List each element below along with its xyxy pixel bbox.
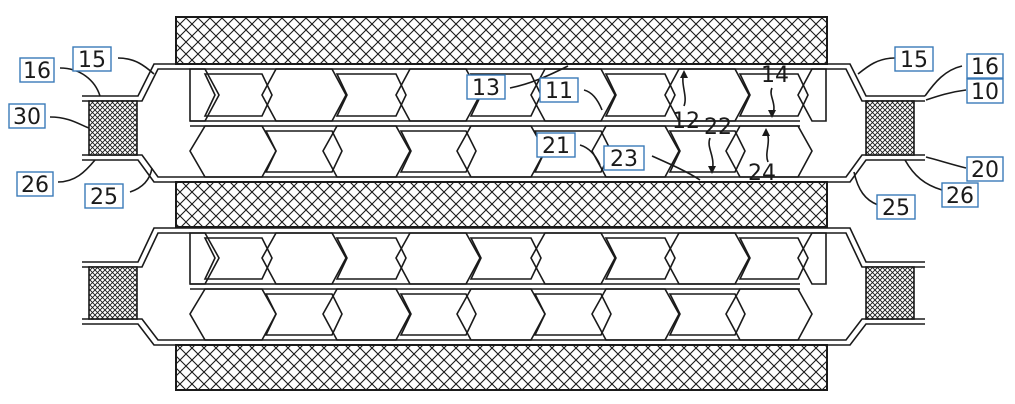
svg-text:11: 11 <box>545 79 573 104</box>
leader-25-right <box>853 171 879 206</box>
label-11: 11 <box>539 77 579 104</box>
svg-text:24: 24 <box>748 161 776 186</box>
upper-top-wall-outer <box>82 63 925 97</box>
leader-16-left <box>59 67 101 97</box>
label-10: 10 <box>966 78 1004 105</box>
label-23: 23 <box>603 145 645 172</box>
svg-text:14: 14 <box>761 63 789 88</box>
label-21: 21 <box>536 132 576 159</box>
leader-26-left <box>57 159 96 183</box>
label-26-left: 26 <box>16 171 54 198</box>
right-seal <box>865 100 915 156</box>
svg-text:12: 12 <box>672 109 700 134</box>
svg-text:22: 22 <box>704 115 732 140</box>
label-14: 14 <box>761 63 789 88</box>
label-20: 20 <box>966 156 1004 183</box>
svg-text:15: 15 <box>78 48 106 73</box>
svg-text:16: 16 <box>23 59 51 84</box>
bottom-plate <box>175 344 828 391</box>
label-24: 24 <box>748 161 776 186</box>
leader-15-right <box>857 57 896 75</box>
middle-plate <box>175 181 828 228</box>
arrowheads <box>680 70 776 174</box>
label-16-left: 16 <box>19 57 55 84</box>
leader-25-left <box>129 167 153 193</box>
leader-21 <box>579 144 601 166</box>
svg-text:23: 23 <box>610 147 638 172</box>
label-13: 13 <box>466 74 506 101</box>
leader-16-right <box>924 65 963 97</box>
leader-11 <box>583 89 603 111</box>
leader-15-left <box>117 57 155 75</box>
svg-text:20: 20 <box>971 158 999 183</box>
leader-26-right <box>904 159 943 191</box>
label-22: 22 <box>704 115 732 140</box>
upper-bottom-wall-inner <box>82 154 925 178</box>
svg-text:10: 10 <box>971 80 999 105</box>
leader-23 <box>651 155 701 181</box>
svg-text:26: 26 <box>21 173 49 198</box>
svg-text:25: 25 <box>882 196 910 221</box>
svg-text:26: 26 <box>946 184 974 209</box>
svg-text:13: 13 <box>472 76 500 101</box>
lower-hex-cells <box>189 232 827 341</box>
leader-13 <box>509 65 569 89</box>
lower-left-seal <box>88 266 138 320</box>
upper-bottom-wall-outer <box>82 159 925 183</box>
leader-10 <box>925 89 967 101</box>
svg-text:21: 21 <box>542 134 570 159</box>
upper-hex-cells <box>189 68 827 178</box>
svg-text:30: 30 <box>13 105 41 130</box>
label-12: 12 <box>672 109 700 134</box>
svg-text:15: 15 <box>900 48 928 73</box>
top-plate <box>175 16 828 65</box>
label-25-right: 25 <box>876 194 916 221</box>
label-25-left: 25 <box>84 183 124 210</box>
label-15-right: 15 <box>894 46 934 73</box>
lower-right-seal <box>865 266 915 320</box>
leader-20 <box>925 156 967 169</box>
svg-text:16: 16 <box>971 55 999 80</box>
svg-text:25: 25 <box>90 185 118 210</box>
label-15-left: 15 <box>72 46 112 73</box>
label-26-right: 26 <box>941 182 979 209</box>
label-16-right: 16 <box>966 53 1004 80</box>
leader-30 <box>49 116 90 129</box>
left-seal-30 <box>88 100 138 156</box>
label-30: 30 <box>8 103 46 130</box>
